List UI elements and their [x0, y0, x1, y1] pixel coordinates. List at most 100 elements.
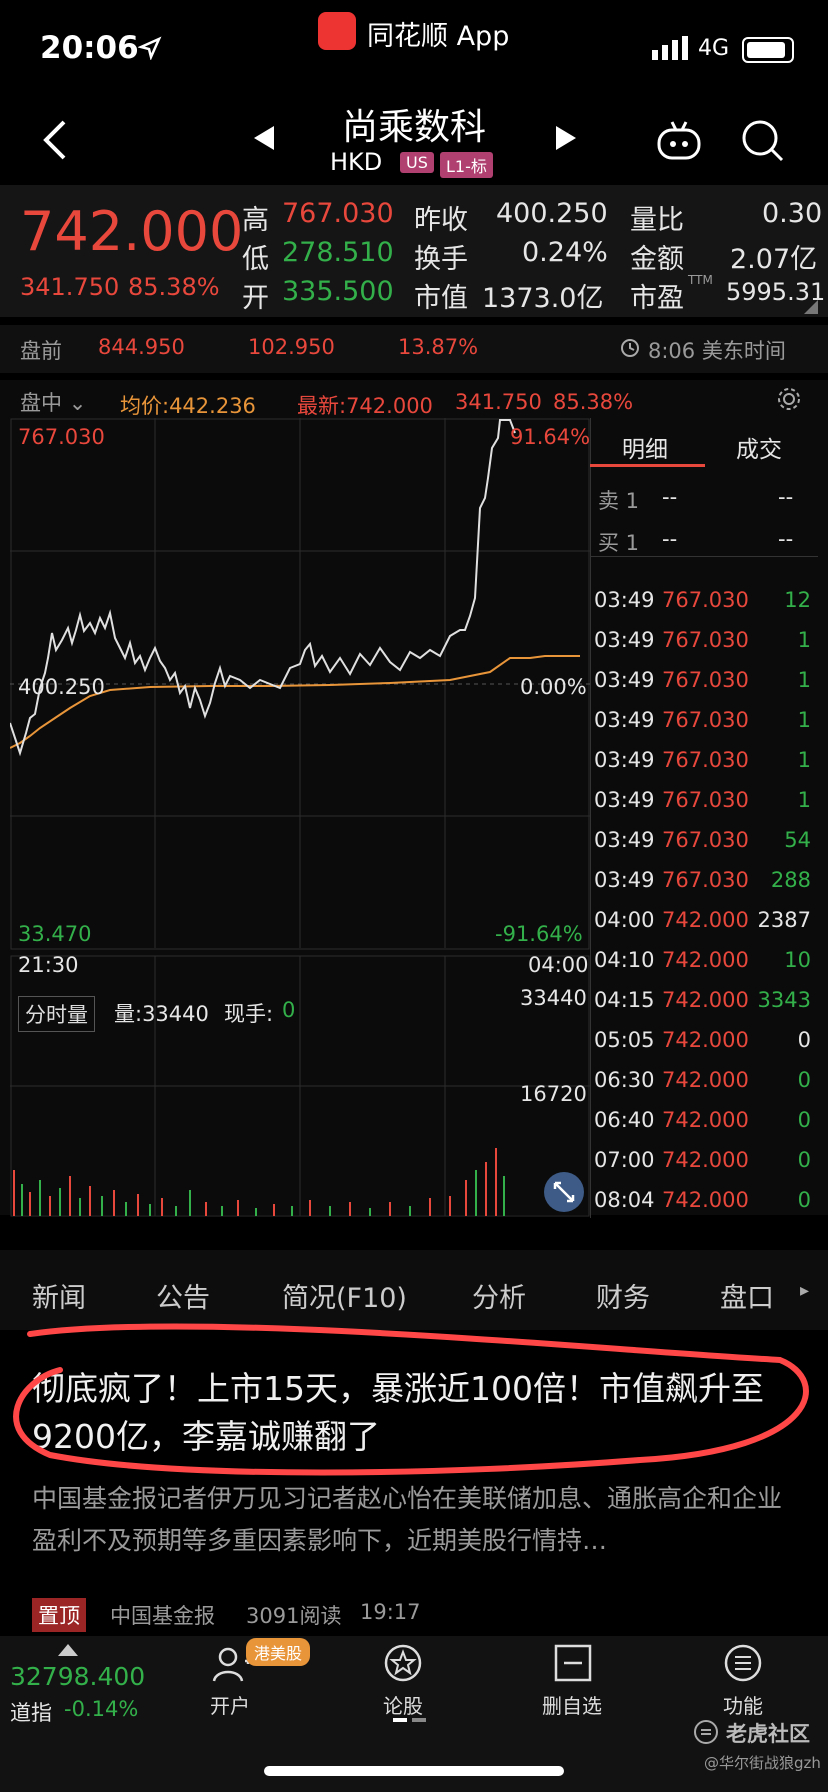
discuss-label[interactable]: 论股	[383, 1694, 423, 1718]
menu-icon[interactable]	[723, 1643, 763, 1683]
trade-price: 767.030	[662, 708, 749, 732]
open-label: 开	[242, 283, 269, 314]
tab-news[interactable]: 新闻	[32, 1283, 86, 1314]
trade-volume: 0	[797, 1108, 811, 1132]
trade-price: 767.030	[662, 668, 749, 692]
hk-us-badge: 港美股	[246, 1638, 311, 1666]
trade-time: 06:30	[594, 1068, 655, 1092]
quote-panel: 742.000 341.750 85.38% 高 767.030 低 278.5…	[0, 185, 828, 317]
tab-detail[interactable]: 明细	[622, 437, 668, 463]
remove-watchlist-icon[interactable]	[553, 1643, 593, 1683]
avg-price-label: 均价:442.236	[120, 394, 256, 418]
news-headline[interactable]: 彻底疯了！上市15天，暴涨近100倍！市值飙升至9200亿，李嘉诚赚翻了	[32, 1369, 764, 1456]
location-arrow-icon	[138, 36, 162, 60]
annotation-circle	[13, 1323, 809, 1476]
trade-row: 04:15 742.000 3343	[590, 988, 815, 1028]
trade-time: 04:10	[594, 948, 655, 972]
volume-max: 33440	[520, 986, 587, 1010]
price-change-pct: 85.38%	[128, 273, 220, 301]
news-tab-bar	[0, 1250, 828, 1330]
clock-icon	[621, 339, 639, 357]
trade-volume: 288	[770, 868, 811, 892]
pe-value: 5995.31	[726, 278, 826, 306]
tab-orderbook[interactable]: 盘口	[720, 1283, 774, 1314]
trade-row: 03:49 767.030 54	[590, 828, 815, 868]
trade-volume: 0	[797, 1148, 811, 1172]
trade-volume: 0	[797, 1188, 811, 1212]
high-label: 高	[242, 205, 269, 236]
news-reads: 3091阅读	[246, 1604, 342, 1628]
trade-row: 03:49 767.030 12	[590, 588, 815, 628]
trade-volume: 1	[797, 628, 811, 652]
tab-analysis[interactable]: 分析	[472, 1283, 526, 1314]
trade-time: 06:40	[594, 1108, 655, 1132]
trade-price: 767.030	[662, 868, 749, 892]
level-tag: L1-标	[440, 152, 493, 178]
buy1-volume: --	[778, 527, 794, 551]
pe-ttm-sup: TTM	[688, 273, 713, 287]
trade-time: 03:49	[594, 828, 655, 852]
battery-icon	[742, 37, 794, 63]
y-axis-mid-pct: 0.00%	[520, 675, 587, 699]
settings-gear-icon[interactable]	[776, 386, 802, 412]
network-type: 4G	[698, 36, 730, 61]
discuss-icon[interactable]	[383, 1643, 423, 1683]
trade-volume: 1	[797, 708, 811, 732]
news-summary[interactable]: 中国基金报记者伊万见习记者赵心怡在美联储加息、通胀高企和企业盈利不及预期等多重因…	[32, 1484, 783, 1555]
app-name: 同花顺 App	[367, 21, 510, 52]
trade-row: 03:49 767.030 1	[590, 668, 815, 708]
open-value: 335.500	[282, 276, 394, 307]
open-account-label[interactable]: 开户	[210, 1694, 250, 1718]
pe-label: 市盈	[630, 283, 684, 314]
home-indicator[interactable]	[264, 1766, 564, 1776]
trade-volume: 12	[784, 588, 811, 612]
chart-mode-label: 盘中	[20, 391, 62, 415]
trade-row: 07:00 742.000 0	[590, 1148, 815, 1188]
page-indicator	[412, 1718, 426, 1722]
robot-icon[interactable]	[656, 118, 702, 162]
prev-close-label: 昨收	[414, 205, 468, 236]
functions-label[interactable]: 功能	[723, 1694, 763, 1718]
tabs-more-icon[interactable]: ▸	[800, 1280, 810, 1301]
tab-trades[interactable]: 成交	[736, 437, 782, 463]
search-icon[interactable]	[740, 118, 786, 164]
next-stock-icon[interactable]	[554, 124, 578, 152]
trade-time: 03:49	[594, 748, 655, 772]
clock: 20:06	[40, 30, 139, 66]
volume-bars	[13, 1148, 505, 1216]
last-price: 742.000	[20, 200, 244, 263]
trade-price: 742.000	[662, 1148, 749, 1172]
trade-time: 03:49	[594, 788, 655, 812]
prev-stock-icon[interactable]	[252, 124, 276, 152]
back-icon[interactable]	[40, 118, 68, 162]
trade-row: 03:49 767.030 1	[590, 628, 815, 668]
fullscreen-icon[interactable]	[543, 1171, 585, 1213]
trade-price: 742.000	[662, 1108, 749, 1132]
trade-row: 05:05 742.000 0	[590, 1028, 815, 1068]
trade-volume: 3343	[757, 988, 811, 1012]
remove-watchlist-label[interactable]: 删自选	[542, 1694, 602, 1718]
tab-announcement[interactable]: 公告	[156, 1283, 210, 1314]
trade-volume: 0	[797, 1068, 811, 1092]
tab-finance[interactable]: 财务	[596, 1283, 650, 1314]
index-value[interactable]: 32798.400	[10, 1662, 146, 1691]
premarket-change: 102.950	[248, 335, 335, 359]
avg-price-line	[10, 655, 580, 749]
expand-corner-icon[interactable]	[804, 300, 818, 314]
low-label: 低	[242, 244, 269, 275]
index-change: -0.14%	[64, 1697, 139, 1721]
triangle-up-icon	[58, 1644, 78, 1656]
volume-now-value: 0	[282, 998, 296, 1022]
tab-profile[interactable]: 简况(F10)	[282, 1283, 407, 1314]
trade-price: 742.000	[662, 948, 749, 972]
trade-row: 04:10 742.000 10	[590, 948, 815, 988]
trade-price: 742.000	[662, 1188, 749, 1212]
volume-tab[interactable]: 分时量	[18, 996, 95, 1032]
mktcap-label: 市值	[414, 283, 468, 314]
index-name: 道指	[10, 1701, 52, 1725]
trade-time: 03:49	[594, 668, 655, 692]
premarket-label: 盘前	[20, 339, 62, 363]
chart-mode-select[interactable]: 盘中 ⌄	[20, 387, 86, 417]
trade-price: 742.000	[662, 1068, 749, 1092]
latest-pct-label: 85.38%	[553, 390, 634, 414]
